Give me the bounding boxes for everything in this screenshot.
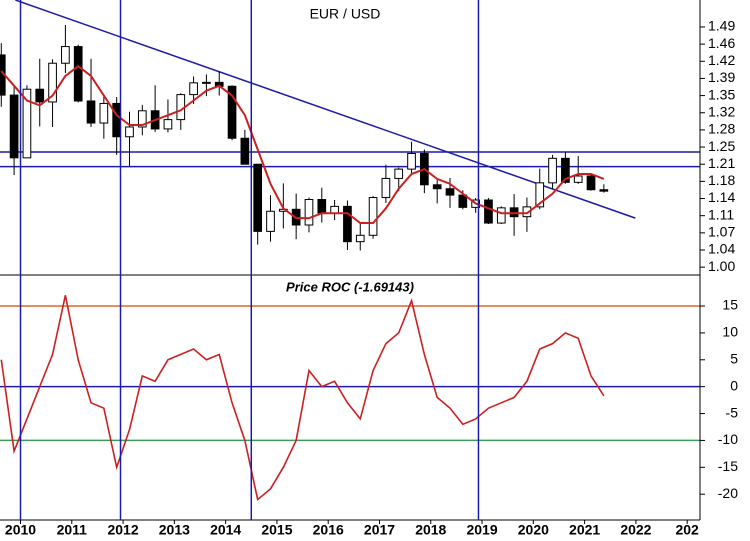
x-tick-label: 2021 [569,522,600,538]
x-tick-label: 2011 [57,522,88,538]
trendline [15,0,636,219]
y-tick-label: 1.25 [708,138,735,154]
y-tick-label: 1.07 [708,224,735,240]
y-tick-label: -20 [718,485,738,501]
candle-body [548,157,557,184]
y-tick-label: 1.28 [708,121,735,137]
x-tick-label: 2012 [107,522,138,538]
candle-body [9,94,19,159]
y-tick-label: -15 [718,458,738,474]
candle-body [112,102,122,138]
y-tick-label: 1.35 [708,86,735,102]
candle-body [343,205,352,243]
candle-body [484,199,493,224]
candle-body [458,194,468,208]
candle-body [394,168,404,179]
y-tick-label: 1.21 [708,155,735,171]
candle-body [599,189,609,192]
y-tick-label: 1.04 [708,241,735,257]
roc-panel [0,295,700,502]
candle-body [522,206,532,218]
x-tick-label: 2018 [415,522,446,538]
candle-body [407,152,416,170]
y-tick-label: 10 [722,324,738,340]
x-tick-label: 202 [675,522,699,538]
candle-body [381,177,391,199]
candle-body [227,85,237,139]
candle-body [240,137,250,165]
candle-body [137,110,147,128]
candle-body [445,188,455,196]
candle-body [125,126,134,138]
x-tick-label: 2016 [313,522,344,538]
x-tick-label: 2019 [466,522,497,538]
y-tick-label: 1.39 [708,69,735,85]
y-tick-label: 1.14 [708,189,735,205]
y-tick-label: 5 [730,350,738,366]
indicator-title: Price ROC (-1.69143) [286,279,414,294]
candle-body [573,175,583,183]
candle-body [22,88,32,159]
x-tick-label: 2017 [364,522,395,538]
y-tick-label: 1.11 [708,206,734,222]
y-tick-label: 1.18 [708,172,735,188]
y-tick-label: 1.42 [708,52,735,68]
candle-body [368,197,378,236]
chart-title: EUR / USD [310,6,381,22]
axes: 1.491.461.421.391.351.32 1.281.251.211.18… [5,18,738,538]
x-tick-label: 2013 [159,522,190,538]
candle-body [317,199,327,214]
y-tick-label: -10 [718,431,738,447]
candle-body [202,81,211,84]
candle-body [253,163,263,232]
y-tick-label: 1.49 [708,18,735,34]
candle-body [304,199,314,226]
x-tick-label: 2015 [261,522,292,538]
y-tick-label: 1.32 [708,103,735,119]
x-tick-label: 2020 [518,522,549,538]
x-tick-label: 2010 [5,522,36,538]
y-tick-label: 15 [722,297,738,313]
candle-body [86,100,96,124]
y-tick-label: 1.00 [708,258,735,274]
candle-body [73,46,83,102]
candle-body [61,46,70,64]
candle-body [163,119,173,130]
candle-body [266,210,275,232]
price-panel [0,0,700,251]
x-tick-label: 2014 [210,522,241,538]
roc-line [0,295,605,502]
moving-average [0,64,605,225]
candle-body [561,157,570,183]
candle-body [432,184,442,190]
candle-body [330,205,339,214]
candle-body [48,62,57,103]
y-tick-label: -5 [726,404,739,420]
x-tick-label: 2022 [620,522,651,538]
y-tick-label: 0 [730,377,738,393]
candle-body [99,102,109,124]
candle-body [496,207,506,224]
candle-body [189,82,198,96]
y-tick-label: 1.46 [708,35,735,51]
candle-body [535,182,545,208]
candle-body [35,88,45,103]
candle-body [355,234,365,243]
candle-body [586,175,596,191]
